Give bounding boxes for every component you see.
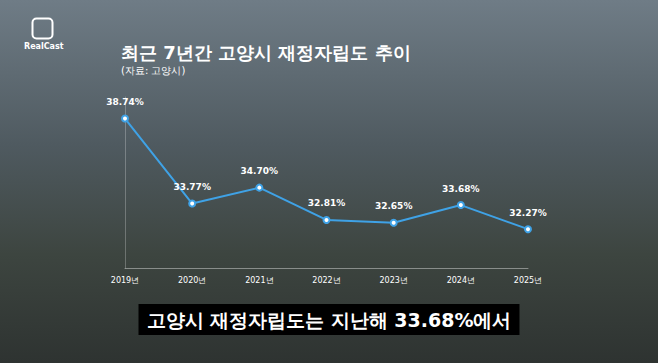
svg-text:34.70%: 34.70%: [241, 166, 279, 176]
svg-text:고양시 재정자립도는 지난해 33.68%에서: 고양시 재정자립도는 지난해 33.68%에서: [147, 309, 512, 331]
svg-text:2020년: 2020년: [178, 276, 206, 285]
svg-text:(자료: 고양시): (자료: 고양시): [121, 65, 185, 76]
svg-text:33.77%: 33.77%: [173, 182, 211, 192]
svg-text:최근 7년간 고양시 재정자립도 추이: 최근 7년간 고양시 재정자립도 추이: [121, 42, 411, 63]
svg-text:RealCast: RealCast: [24, 42, 64, 51]
svg-text:2019년: 2019년: [111, 276, 139, 285]
svg-text:2023년: 2023년: [379, 276, 407, 285]
svg-text:32.81%: 32.81%: [308, 198, 346, 208]
svg-text:38.74%: 38.74%: [106, 97, 144, 107]
svg-text:32.65%: 32.65%: [375, 201, 413, 211]
svg-text:33.68%: 33.68%: [442, 184, 480, 194]
svg-text:2024년: 2024년: [447, 276, 475, 285]
svg-text:2022년: 2022년: [312, 276, 340, 285]
svg-text:32.27%: 32.27%: [509, 208, 547, 218]
svg-text:2021년: 2021년: [245, 276, 273, 285]
svg-text:2025년: 2025년: [514, 276, 542, 285]
